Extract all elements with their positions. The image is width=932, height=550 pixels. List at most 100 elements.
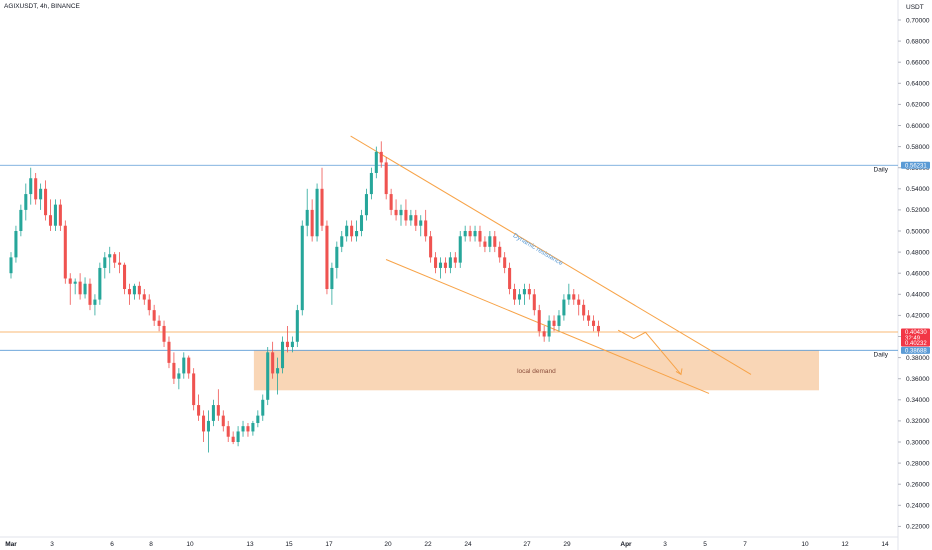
y-tick-label: 0.54000 <box>906 186 930 193</box>
y-tick-label: 0.70000 <box>906 17 930 24</box>
candle-body <box>132 285 136 295</box>
candle-body <box>503 257 507 268</box>
candle-body <box>256 415 260 424</box>
x-tick-label: Apr <box>620 541 632 548</box>
candle-body <box>226 426 230 437</box>
y-tick-label: 0.32000 <box>906 418 930 425</box>
candle-body <box>552 320 556 326</box>
candle-body <box>172 362 176 379</box>
y-tick-label: 0.66000 <box>906 60 930 67</box>
candle-body <box>34 178 38 200</box>
candle-body <box>513 289 517 300</box>
candle-body <box>48 215 53 226</box>
candle-body <box>53 204 57 226</box>
x-tick-label: 3 <box>50 541 54 548</box>
candle-body <box>271 352 275 374</box>
candle-body <box>261 399 265 416</box>
candle-body <box>394 209 398 216</box>
y-tick-label: 0.28000 <box>906 460 930 467</box>
candle-body <box>419 220 423 226</box>
y-tick-label: 0.38000 <box>906 355 930 362</box>
y-tick-label: 0.36000 <box>906 376 930 383</box>
candle-body <box>429 236 433 258</box>
candle-body <box>315 188 319 237</box>
candle-body <box>359 215 364 231</box>
candle-body <box>537 310 541 332</box>
x-tick-label: 7 <box>743 541 747 548</box>
candle-body <box>364 194 368 216</box>
candle-body <box>118 262 122 265</box>
candle-body <box>246 426 250 432</box>
y-tick-label: 0.30000 <box>906 439 930 446</box>
candle-body <box>241 426 245 432</box>
x-tick-label: 5 <box>703 541 707 548</box>
y-tick-label: 0.60000 <box>906 123 930 130</box>
x-tick-label: 12 <box>841 541 849 548</box>
candle-body <box>231 436 235 442</box>
candle-body <box>335 246 339 268</box>
candle-body <box>522 289 526 295</box>
candle-body <box>473 231 477 237</box>
candle-body <box>532 294 536 311</box>
candle-body <box>24 194 28 210</box>
x-tick-label: 3 <box>663 541 667 548</box>
candle-body <box>369 172 373 195</box>
candle-body <box>251 423 255 432</box>
candle-body <box>557 315 561 326</box>
x-tick-label: 10 <box>801 541 809 548</box>
x-tick-label: 15 <box>285 541 293 548</box>
candle-body <box>340 236 344 247</box>
daily-level-tag-2-bg <box>901 346 930 354</box>
candle-body <box>137 285 141 295</box>
y-tick-label: 0.64000 <box>906 81 930 88</box>
y-tick-label: 0.22000 <box>906 524 930 531</box>
candle-body <box>73 281 77 284</box>
local-demand-label: local demand <box>517 368 556 375</box>
daily-level-label: Daily <box>874 166 889 173</box>
candle-body <box>88 283 92 305</box>
x-tick-label: Mar <box>5 541 17 548</box>
candle-body <box>221 415 225 427</box>
y-tick-label: 0.48000 <box>906 249 930 256</box>
candle-body <box>547 320 551 337</box>
x-tick-label: 17 <box>325 541 333 548</box>
candle-body <box>39 188 43 200</box>
candle-body <box>300 225 304 311</box>
y-tick-label: 0.42000 <box>906 313 930 320</box>
candle-body <box>453 257 457 263</box>
candle-body <box>206 420 210 432</box>
x-tick-label: 10 <box>186 541 194 548</box>
candle-body <box>78 281 82 295</box>
y-tick-label: 0.68000 <box>906 38 930 45</box>
candle-body <box>167 341 171 363</box>
candle-body <box>285 341 289 348</box>
candle-body <box>355 231 359 237</box>
y-tick-label: 0.34000 <box>906 397 930 404</box>
candle-body <box>498 246 502 258</box>
candle-body <box>266 352 270 400</box>
candle-body <box>202 415 206 432</box>
candle-body <box>108 254 112 258</box>
candle-body <box>443 262 447 268</box>
projection-path <box>617 329 682 375</box>
candle-body <box>211 405 215 421</box>
candle-body <box>142 294 146 300</box>
y-tick-label: 0.44000 <box>906 292 930 299</box>
x-tick-label: 27 <box>523 541 531 548</box>
symbol-header: AGIXUSDT, 4h, BINANCE <box>4 3 80 10</box>
y-tick-label: 0.52000 <box>906 207 930 214</box>
candle-body <box>83 283 87 295</box>
candle-body <box>389 194 393 210</box>
candle-body <box>468 231 472 237</box>
candle-body <box>14 231 18 258</box>
candle-body <box>325 225 329 290</box>
candle-body <box>44 188 48 216</box>
candle-body <box>374 151 378 173</box>
candle-body <box>68 278 72 284</box>
prev-close-tag-text: 0.40232 <box>905 341 927 347</box>
current-price-tag-bg <box>901 328 930 342</box>
candle-body <box>483 241 487 247</box>
candle-body <box>587 315 591 321</box>
